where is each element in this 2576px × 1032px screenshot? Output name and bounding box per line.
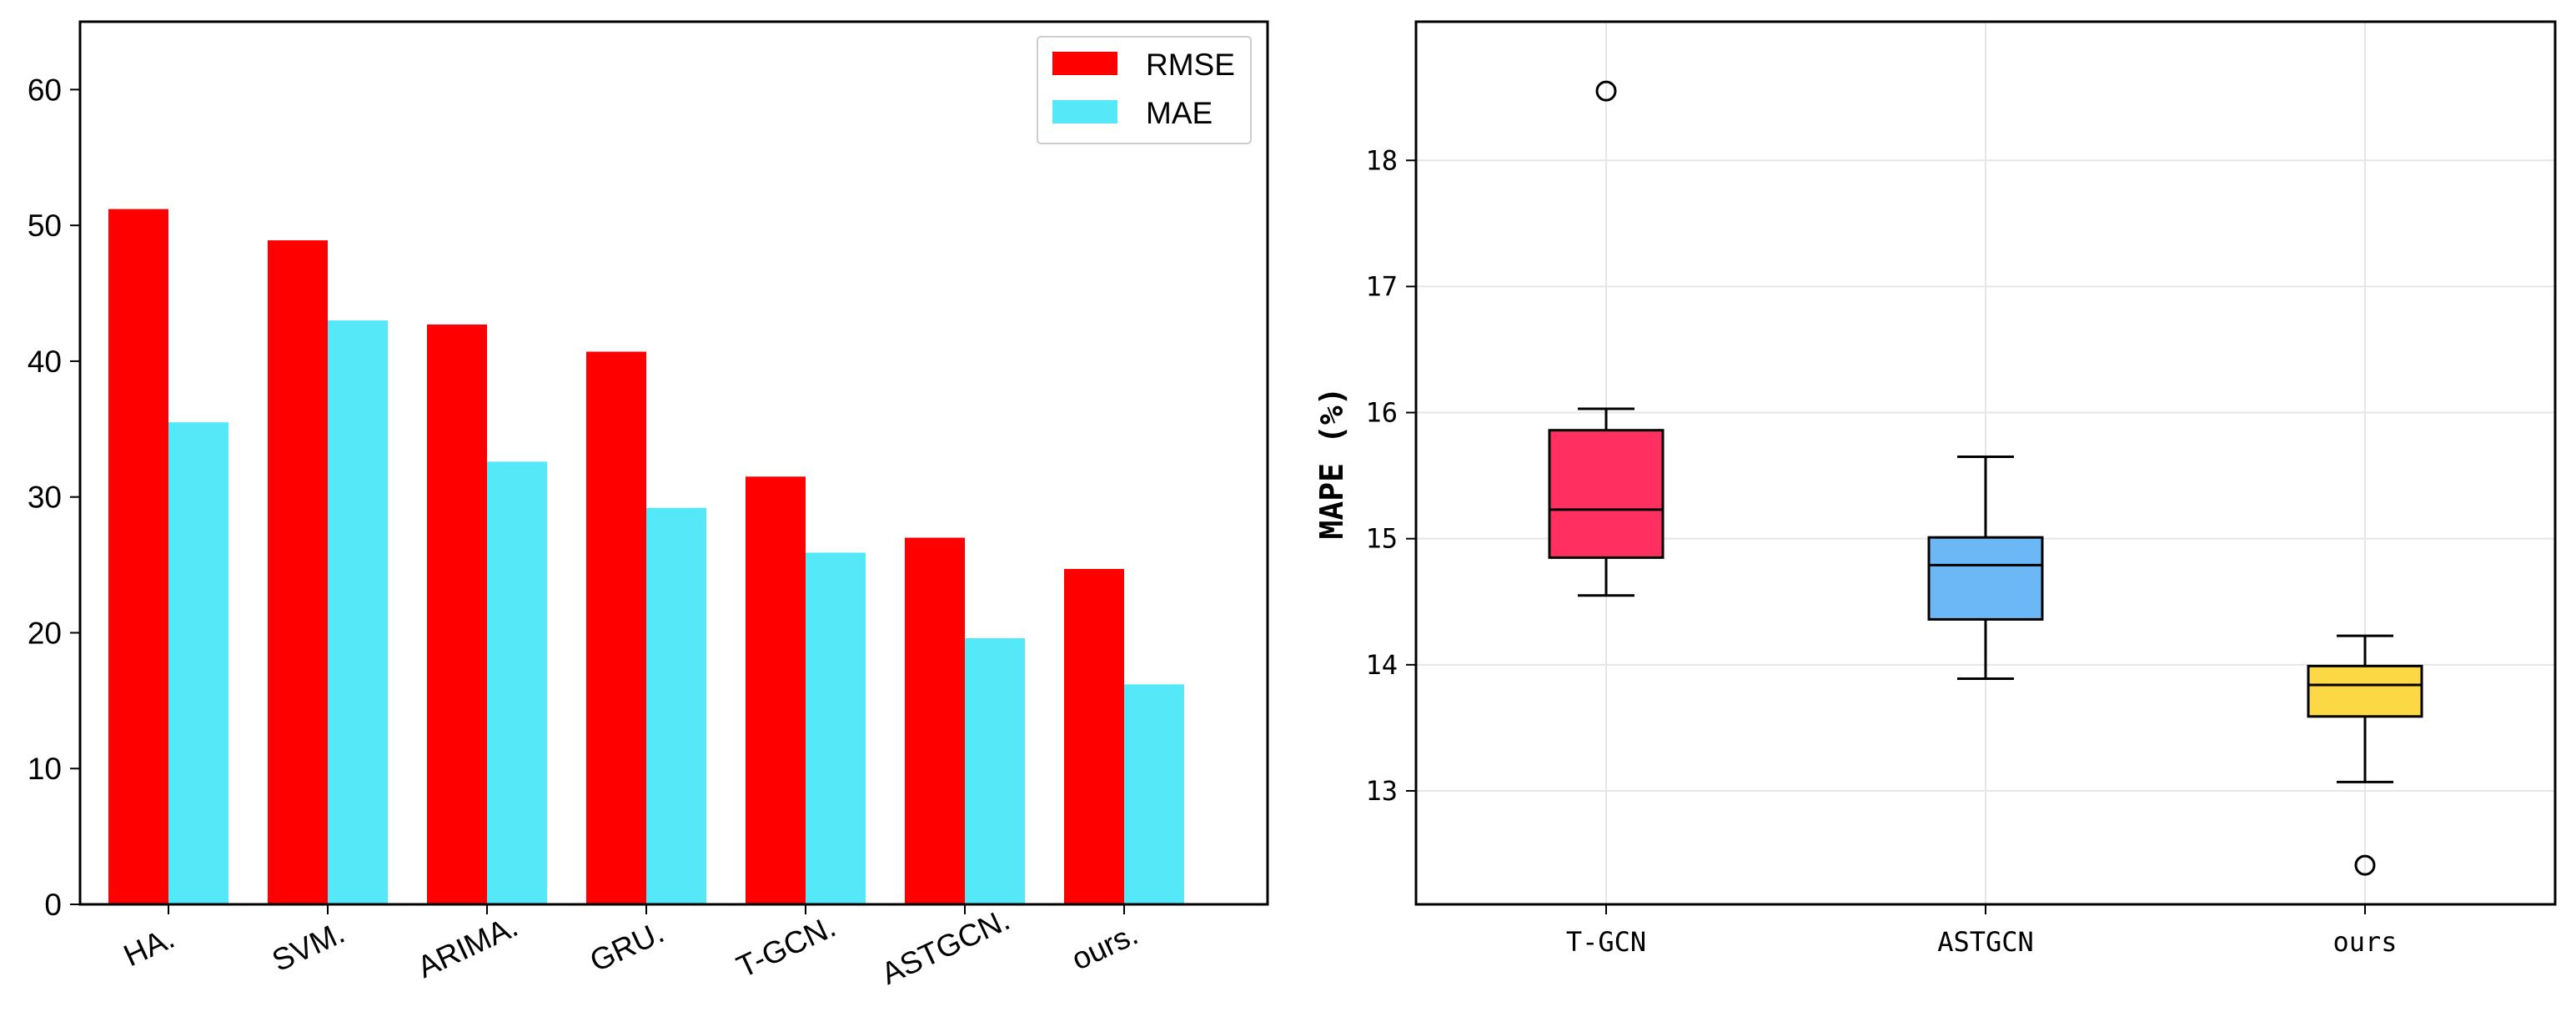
bar-plot-frame [78,20,1269,906]
box-plot-frame [1414,20,2557,906]
box-y-tick-label-16: 16 [1365,397,1398,429]
bar-mae-astgcn [965,637,1025,904]
box-x-tick-label-t-gcn: T-GCN [1566,926,1646,958]
y-tick-label-50: 50 [28,209,62,243]
y-tick-label-40: 40 [28,345,62,379]
box-t-gcn [1548,80,1665,597]
bar-chart-panel: 0 10 20 30 40 50 60 HA. SVM. ARIMA. GRU. T-GCN. AST… [28,20,1269,991]
box-y-axis-title: MAPE (%) [1313,386,1350,539]
x-tick-label-t-gcn: T-GCN. [731,909,841,984]
bar-y-axis: 0 10 20 30 40 50 60 [28,73,80,922]
bar-rmse-svm [268,240,328,904]
bar-mae-svm [328,320,388,905]
bar-mae-ha [168,422,228,905]
legend-swatch-rmse [1052,52,1117,75]
x-tick-label-arima: ARIMA. [412,909,523,984]
box-y-tick-label-13: 13 [1365,775,1398,807]
box-x-tick-label-astgcn: ASTGCN [1937,926,2034,958]
bar-rmse-astgcn [905,537,965,904]
box-astgcn-iqr [1927,536,2044,621]
y-tick-label-20: 20 [28,616,62,650]
box-y-tick-label-14: 14 [1365,649,1398,681]
y-tick-label-0: 0 [44,888,62,922]
bar-x-axis: HA. SVM. ARIMA. GRU. T-GCN. ASTGCN. ours. [118,902,1143,991]
bar-mae-gru [646,507,706,904]
box-x-axis: T-GCN ASTGCN ours [1566,904,2398,958]
legend-label-mae: MAE [1146,96,1213,130]
legend-label-rmse: RMSE [1146,48,1235,82]
box-ours [2307,634,2423,876]
box-marks [1548,80,2423,876]
bar-rmse-t-gcn [746,476,806,904]
x-tick-label-astgcn: ASTGCN. [876,902,1015,991]
x-tick-label-ha: HA. [118,920,179,973]
box-y-tick-label-15: 15 [1365,523,1398,555]
y-tick-label-60: 60 [28,73,62,107]
bar-marks [108,209,1184,905]
box-ours-iqr [2307,664,2423,718]
box-y-tick-label-17: 17 [1365,270,1398,302]
box-astgcn [1927,455,2044,680]
bar-rmse-ha [108,209,168,905]
y-tick-label-10: 10 [28,752,62,786]
box-t-gcn-iqr [1548,429,1665,559]
box-ours-outlier-0 [2354,854,2376,876]
box-y-axis: 13 14 15 16 17 18 [1365,144,1416,807]
x-tick-label-gru: GRU. [585,915,669,979]
box-y-tick-label-18: 18 [1365,144,1398,176]
x-tick-label-svm: SVM. [267,915,349,978]
bar-mae-t-gcn [806,552,866,904]
legend-swatch-mae [1052,100,1117,123]
bar-mae-ours [1124,684,1184,904]
y-tick-label-30: 30 [28,481,62,515]
bar-mae-arima [487,461,547,904]
bar-rmse-gru [586,351,646,904]
bar-rmse-ours [1064,568,1124,904]
x-tick-label-ours: ours. [1067,917,1143,977]
box-x-tick-label-ours: ours [2332,926,2397,958]
box-plot-panel: 13 14 15 16 17 18 T-GCN ASTGCN ours MAPE (%) [1313,20,2557,958]
bar-legend: RMSE MAE [1037,36,1252,144]
box-t-gcn-outlier-0 [1595,80,1617,102]
bar-rmse-arima [427,324,487,905]
